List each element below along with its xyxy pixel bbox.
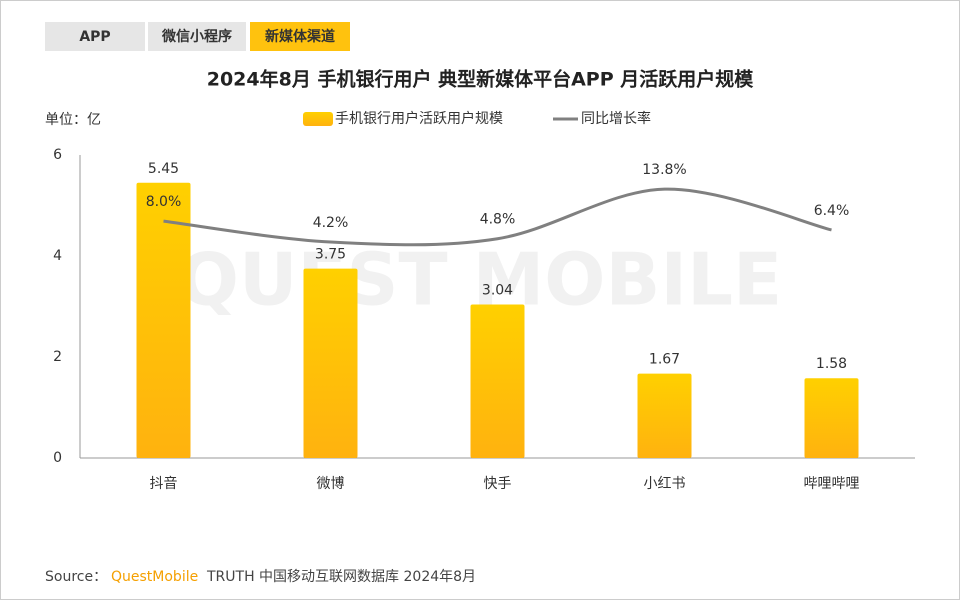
legend-swatch — [303, 112, 333, 126]
tab[interactable] — [148, 22, 246, 51]
bar — [303, 268, 358, 458]
tab-label[interactable]: APP — [79, 29, 110, 45]
source-label: Source： — [45, 569, 107, 585]
y-tick-label: 2 — [53, 349, 62, 365]
line-value-label: 8.0% — [146, 194, 182, 210]
line-value-label: 4.2% — [313, 215, 349, 231]
bar-value-label: 5.45 — [148, 161, 179, 177]
tab-label[interactable]: 新媒体渠道 — [265, 28, 335, 45]
chart-title: 2024年8月 手机银行用户 典型新媒体平台APP 月活跃用户规模 — [207, 68, 755, 91]
line-value-label: 4.8% — [480, 212, 516, 228]
line-value-label: 13.8% — [642, 162, 686, 178]
x-tick-label: 微博 — [317, 475, 345, 492]
source-brand: QuestMobile — [111, 569, 198, 585]
tab[interactable] — [250, 22, 350, 51]
bar — [804, 378, 859, 458]
bar-value-label: 3.04 — [482, 282, 513, 298]
x-tick-label: 小红书 — [644, 476, 686, 492]
x-tick-label: 哔哩哔哩 — [804, 476, 860, 492]
legend-label: 同比增长率 — [581, 110, 651, 127]
x-tick-label: 抖音 — [150, 475, 178, 492]
bar — [637, 373, 692, 458]
source-text: TRUTH 中国移动互联网数据库 2024年8月 — [206, 569, 476, 585]
tab-label[interactable]: 微信小程序 — [161, 28, 232, 45]
line-value-label: 6.4% — [814, 203, 850, 219]
bar-value-label: 1.58 — [816, 356, 847, 372]
y-tick-label: 0 — [53, 450, 62, 466]
bar — [470, 304, 525, 458]
growth-line — [163, 187, 832, 247]
y-tick-label: 6 — [53, 147, 62, 163]
bar-value-label: 1.67 — [649, 352, 680, 368]
x-tick-label: 快手 — [484, 476, 512, 492]
bar — [136, 182, 191, 458]
unit-label: 单位：亿 — [45, 112, 101, 128]
y-tick-label: 4 — [53, 248, 62, 264]
tab[interactable] — [45, 22, 145, 51]
bar-value-label: 3.75 — [315, 247, 346, 263]
legend-label: 手机银行用户活跃用户规模 — [335, 110, 503, 127]
